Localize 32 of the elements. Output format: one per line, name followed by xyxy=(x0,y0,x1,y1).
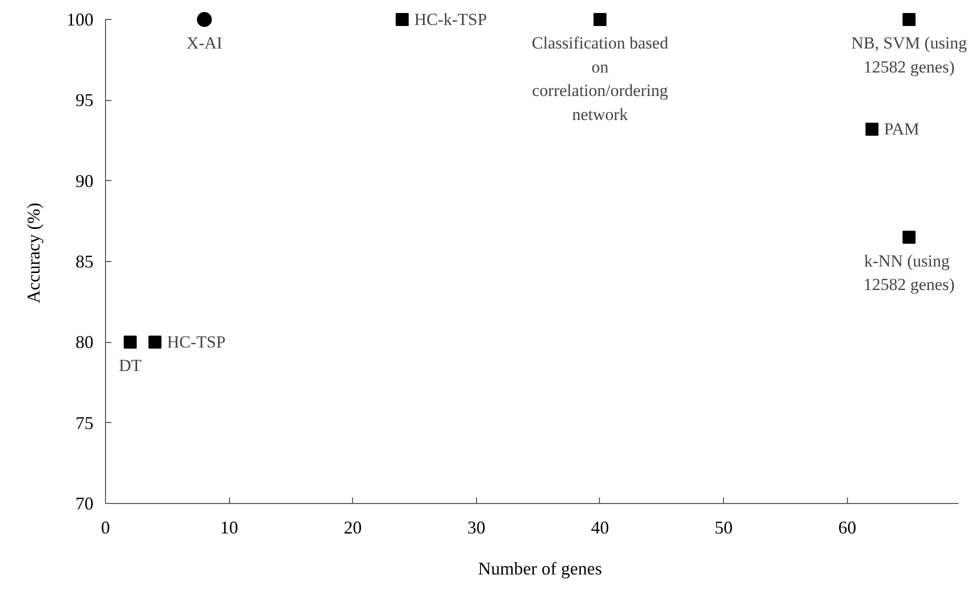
y-tick-label: 80 xyxy=(76,332,94,352)
x-tick-label: 50 xyxy=(714,518,733,538)
x-tick-label: 60 xyxy=(838,518,856,538)
annotation: HC-k-TSP xyxy=(414,10,487,29)
point xyxy=(196,12,212,27)
x-tick-label: 40 xyxy=(590,518,609,538)
y-tick-label: 70 xyxy=(76,494,94,514)
annotation: k-NN (using 12582 genes) xyxy=(863,251,955,294)
x-tick-label: 20 xyxy=(344,518,362,538)
point xyxy=(593,13,606,26)
annotation: DT xyxy=(118,356,142,376)
point xyxy=(148,336,162,349)
y-tick-label: 95 xyxy=(76,90,94,110)
point xyxy=(396,13,409,26)
point xyxy=(124,336,137,349)
annotation: HC-TSP xyxy=(166,332,226,352)
y-tick-label: 75 xyxy=(76,412,94,433)
y-axis-title: Accuracy (%) xyxy=(24,202,44,304)
annotation: Classification based on correlation/ordering network xyxy=(532,34,669,124)
annotation: PAM xyxy=(884,120,920,139)
y-tick-label: 85 xyxy=(76,252,94,272)
annotation: NB, SVM (using 12582 genes) xyxy=(851,34,968,76)
point xyxy=(902,230,916,244)
x-tick-label: 10 xyxy=(220,518,238,538)
annotation: X-AI xyxy=(186,34,223,52)
x-tick-label: 0 xyxy=(101,518,110,538)
y-tick-label: 100 xyxy=(66,10,94,30)
x-tick-label: 30 xyxy=(467,518,486,538)
y-tick-label: 90 xyxy=(76,170,94,191)
point xyxy=(865,122,878,136)
x-axis-title: Number of genes xyxy=(478,558,602,578)
point xyxy=(902,13,916,26)
